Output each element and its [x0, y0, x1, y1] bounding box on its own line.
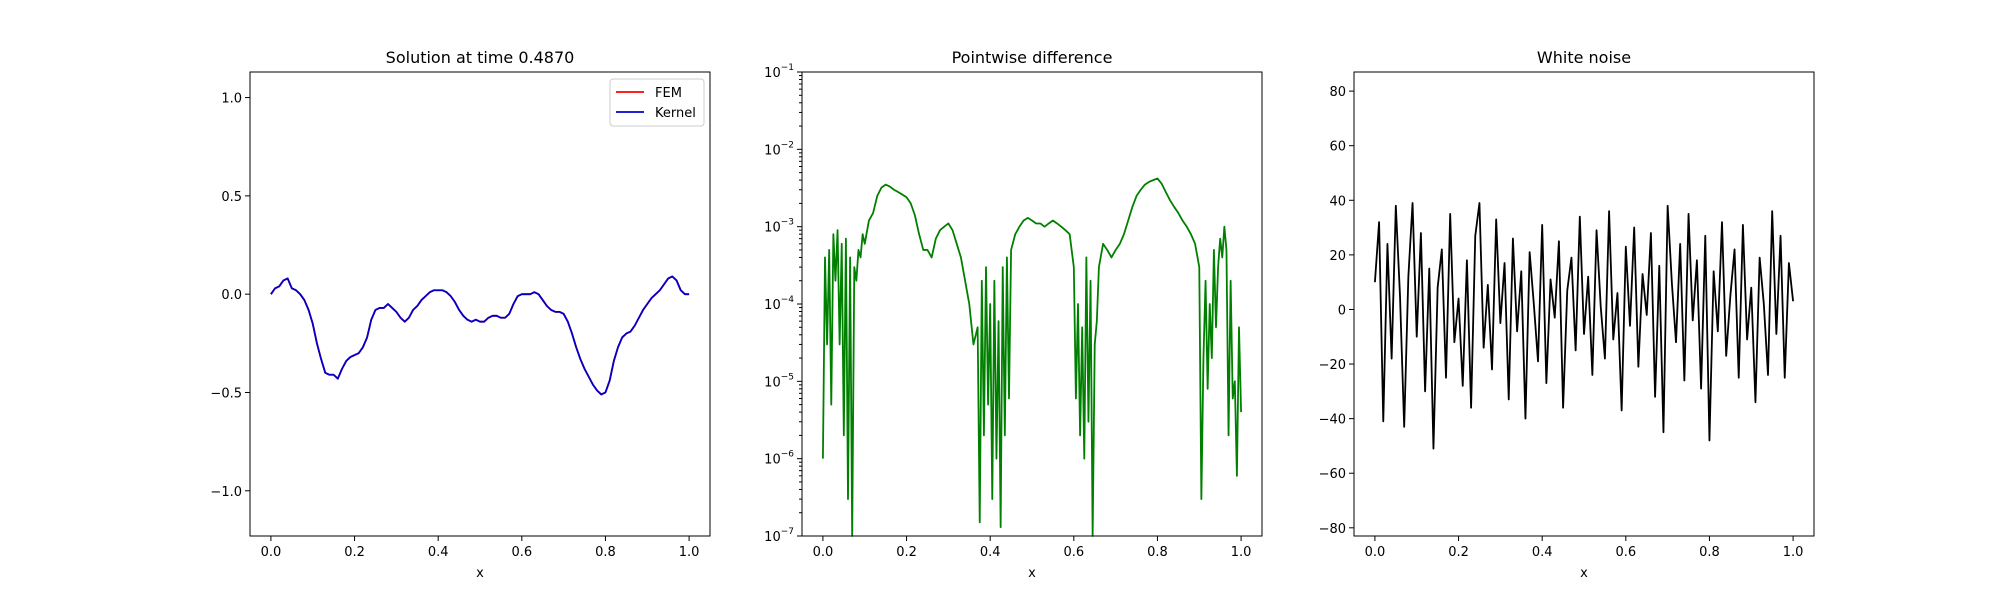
panel-pointwise-difference: Pointwise difference 0.0 0.2 0.4 0.6 0.8 1.0 … — [764, 48, 1263, 581]
y-tick-exponent: −2 — [781, 140, 794, 150]
y-tick-label: 0 — [1338, 303, 1346, 318]
x-tick-label: 0.8 — [595, 545, 616, 560]
y-tick-label: 40 — [1329, 194, 1346, 209]
x-tick-label: 0.2 — [896, 545, 917, 560]
x-tick-label: 0.8 — [1147, 545, 1168, 560]
x-tick-label: 0.0 — [261, 545, 282, 560]
y-tick-label: −1.0 — [210, 485, 242, 500]
noise-plot-area — [1374, 202, 1794, 450]
y-tick-label: 20 — [1329, 249, 1346, 264]
y-tick-base: 10 — [764, 298, 781, 313]
y-tick-label: −60 — [1319, 467, 1346, 482]
solution-plot-area — [270, 275, 690, 396]
panel-title-white-noise: White noise — [1537, 48, 1631, 67]
legend-label-kernel: Kernel — [655, 106, 696, 121]
y-ticks-noise: −80 −60 −40 −20 0 20 40 60 80 — [1319, 85, 1354, 537]
x-tick-label: 0.8 — [1699, 545, 1720, 560]
y-tick-label: 0.5 — [221, 190, 242, 205]
x-tick-label: 0.0 — [813, 545, 834, 560]
x-tick-label: 1.0 — [1783, 545, 1804, 560]
series-kernel-solution — [270, 275, 690, 396]
x-tick-label: 0.6 — [511, 545, 532, 560]
panel-white-noise: White noise 0.0 0.2 0.4 0.6 0.8 1.0 −80 −60 −40… — [1319, 48, 1815, 581]
y-tick-exponent: −7 — [781, 527, 794, 537]
y-tick-label: 10−1 — [764, 63, 794, 81]
x-tick-label: 0.0 — [1365, 545, 1386, 560]
y-tick-base: 10 — [764, 143, 781, 158]
y-tick-label: 10−6 — [764, 450, 794, 468]
x-ticks-noise: 0.0 0.2 0.4 0.6 0.8 1.0 — [1365, 536, 1804, 560]
y-tick-base: 10 — [764, 453, 781, 468]
y-tick-exponent: −6 — [781, 450, 795, 460]
x-tick-label: 0.2 — [1448, 545, 1469, 560]
y-tick-label: 10−4 — [764, 295, 794, 313]
y-tick-exponent: −3 — [781, 218, 794, 228]
y-tick-exponent: −1 — [781, 63, 794, 73]
x-tick-label: 0.4 — [428, 545, 449, 560]
y-tick-exponent: −5 — [781, 372, 794, 382]
x-ticks-difference: 0.0 0.2 0.4 0.6 0.8 1.0 — [813, 536, 1252, 560]
x-tick-label: 1.0 — [1231, 545, 1252, 560]
y-tick-base: 10 — [764, 221, 781, 236]
x-tick-label: 0.4 — [980, 545, 1001, 560]
legend-box — [609, 78, 705, 127]
y-tick-base: 10 — [764, 66, 781, 81]
panel-solution: Solution at time 0.4870 0.0 0.2 0.4 0.6 0.8 1… — [210, 48, 711, 581]
y-tick-label: 10−3 — [764, 218, 794, 236]
x-axis-label-solution: x — [476, 566, 484, 581]
y-tick-label: 1.0 — [221, 92, 242, 107]
x-axis-label-difference: x — [1028, 566, 1036, 581]
x-tick-label: 0.6 — [1063, 545, 1084, 560]
axes-frame-noise — [1353, 71, 1815, 537]
x-tick-label: 0.4 — [1532, 545, 1553, 560]
y-tick-label: −20 — [1319, 358, 1346, 373]
y-tick-label: 10−7 — [764, 527, 794, 545]
y-ticks-difference: 10−710−610−510−410−310−210−1 — [764, 63, 802, 545]
y-tick-label: −40 — [1319, 413, 1346, 428]
y-tick-label: 10−5 — [764, 372, 794, 390]
panel-title-solution: Solution at time 0.4870 — [386, 48, 575, 67]
y-tick-base: 10 — [764, 375, 781, 390]
x-tick-label: 1.0 — [679, 545, 700, 560]
y-ticks-solution: −1.0 −0.5 0.0 0.5 1.0 — [210, 92, 250, 500]
series-line-difference — [822, 177, 1242, 537]
y-tick-label: 10−2 — [764, 140, 794, 158]
legend: FEM Kernel — [609, 78, 705, 127]
y-tick-exponent: −4 — [781, 295, 795, 305]
y-tick-label: −80 — [1319, 522, 1346, 537]
axes-frame-solution — [249, 71, 711, 537]
y-tick-base: 10 — [764, 530, 781, 545]
x-tick-label: 0.2 — [344, 545, 365, 560]
y-tick-label: −0.5 — [210, 386, 242, 401]
y-tick-label: 0.0 — [221, 288, 242, 303]
series-line-noise — [1374, 202, 1794, 450]
x-tick-label: 0.6 — [1615, 545, 1636, 560]
x-axis-label-noise: x — [1580, 566, 1588, 581]
x-ticks-solution: 0.0 0.2 0.4 0.6 0.8 1.0 — [261, 536, 700, 560]
panel-title-difference: Pointwise difference — [952, 48, 1113, 67]
legend-label-fem: FEM — [655, 86, 682, 101]
difference-plot-area — [822, 177, 1242, 537]
y-tick-label: 80 — [1329, 85, 1346, 100]
y-tick-label: 60 — [1329, 140, 1346, 155]
